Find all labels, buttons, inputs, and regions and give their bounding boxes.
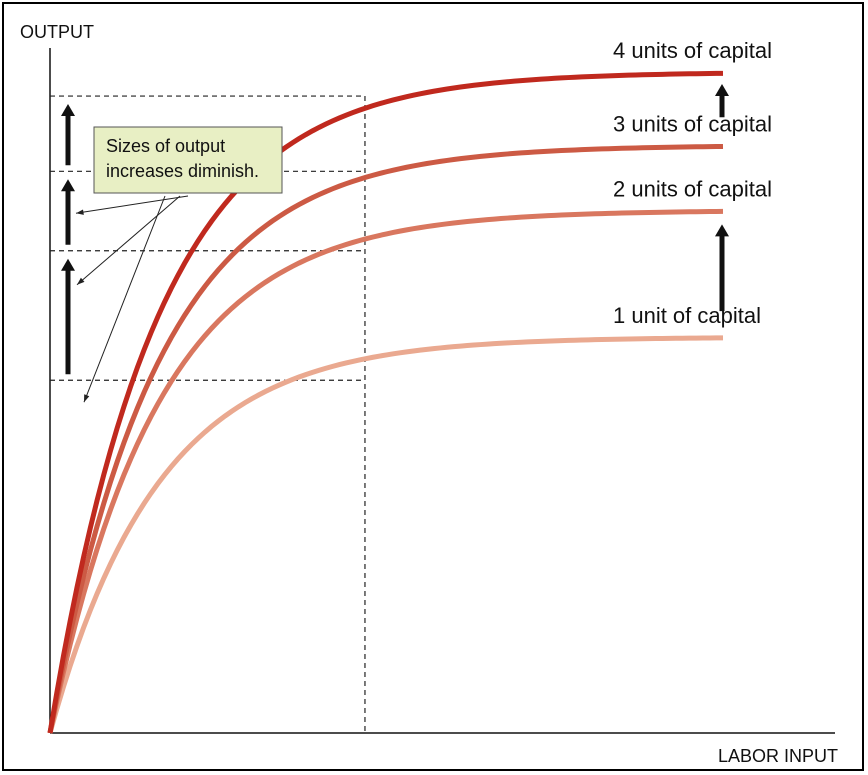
output-increase-arrows <box>61 83 729 375</box>
curve-4 <box>47 70 724 734</box>
right-arrow-2 <box>715 83 729 118</box>
note-pointer-1 <box>83 195 166 403</box>
series-labels: 1 unit of capital 2 units of capital 3 uni… <box>613 38 772 328</box>
note-pointer-head-1 <box>84 394 90 403</box>
y-axis-title: OUTPUT <box>20 22 94 42</box>
note-box <box>93 126 283 194</box>
note-text-line-1: Sizes of output <box>106 136 225 156</box>
series-label-1: 1 unit of capital <box>613 303 761 328</box>
note-pointer-3 <box>75 195 189 214</box>
note-text-line-2: increases diminish. <box>106 161 259 181</box>
x-axis-title: LABOR INPUT <box>718 746 838 766</box>
left-arrow-1 <box>61 258 75 375</box>
note-pointer-head-3 <box>76 209 84 215</box>
series-label-2: 2 units of capital <box>613 176 772 201</box>
right-arrow-1 <box>715 224 729 312</box>
series-label-4: 4 units of capital <box>613 38 772 63</box>
note-callout: Sizes of output increases diminish. <box>75 126 283 403</box>
curve-1 <box>47 335 724 734</box>
note-pointer-2 <box>76 195 181 286</box>
left-arrow-3 <box>61 104 75 166</box>
curve-3 <box>47 143 724 734</box>
left-arrow-2 <box>61 179 75 245</box>
curve-2 <box>47 208 724 734</box>
note-pointer-head-2 <box>77 277 85 285</box>
production-curves <box>47 70 724 734</box>
note-pointers <box>75 195 189 403</box>
series-label-3: 3 units of capital <box>613 111 772 136</box>
